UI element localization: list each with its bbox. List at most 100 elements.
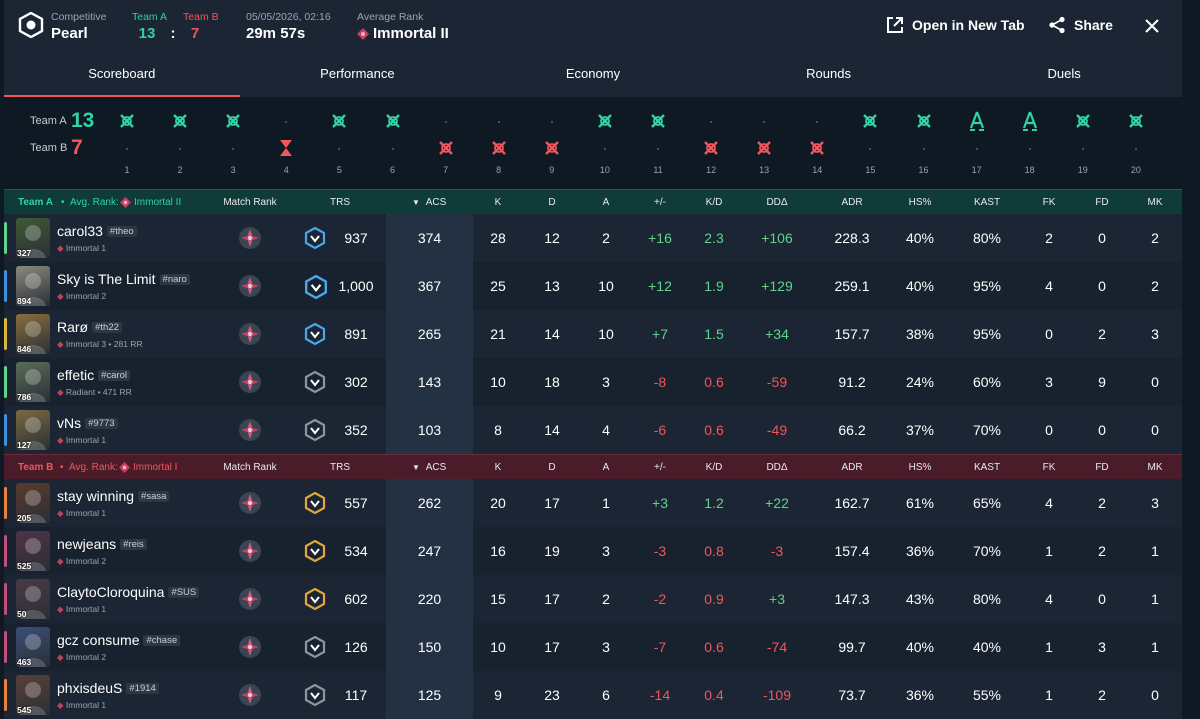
round-20-result-icon[interactable] [1126, 111, 1146, 131]
col-match-rank[interactable]: Match Rank [223, 461, 277, 473]
col-adr[interactable]: ADR [841, 196, 863, 208]
round-4-result-icon[interactable] [276, 138, 296, 158]
player-name-line[interactable]: effetic #carol [57, 367, 130, 383]
player-name[interactable]: ClaytoCloroquina [57, 584, 165, 600]
player-name[interactable]: Sky is The Limit [57, 271, 156, 287]
round-3-result-icon[interactable] [223, 111, 243, 131]
tab-economy[interactable]: Economy [565, 66, 621, 81]
col-match-rank[interactable]: Match Rank [223, 196, 277, 208]
agent-avatar[interactable] [16, 483, 50, 523]
match-rank-icon[interactable] [238, 226, 262, 250]
player-row[interactable]: 846 Rarø #th22 ◆ Immortal 3 • 281 RR 891 265 2… [4, 310, 1182, 358]
player-row[interactable]: 205 stay winning #sasa ◆ Immortal 1 557 262 20… [4, 479, 1182, 527]
match-rank-icon[interactable] [238, 683, 262, 707]
round-17-result-icon[interactable] [967, 111, 987, 131]
round-13-result-icon[interactable] [754, 138, 774, 158]
agent-avatar[interactable] [16, 579, 50, 619]
col-fk[interactable]: FK [1042, 196, 1056, 208]
tab-scoreboard[interactable]: Scoreboard [4, 50, 240, 97]
player-row[interactable]: 525 newjeans #reis ◆ Immortal 2 534 247 16 19 3 -… [4, 527, 1182, 575]
round-8-result-icon[interactable] [489, 138, 509, 158]
col-hs[interactable]: HS% [908, 461, 932, 473]
col-kd[interactable]: K/D [705, 461, 723, 473]
round-9-result-icon[interactable] [542, 138, 562, 158]
player-row[interactable]: 786 effetic #carol ◆ Radiant • 471 RR 302 143… [4, 358, 1182, 406]
round-12-result-icon[interactable] [701, 138, 721, 158]
col-fk[interactable]: FK [1042, 461, 1056, 473]
col-d[interactable]: D [548, 461, 556, 473]
player-name-line[interactable]: carol33 #theo [57, 223, 137, 239]
player-name[interactable]: carol33 [57, 223, 103, 239]
agent-avatar[interactable] [16, 266, 50, 306]
player-name[interactable]: phxisdeuS [57, 680, 123, 696]
player-row[interactable]: 127 vNs #9773 ◆ Immortal 1 352 103 8 14 4 -6 0.6 -4… [4, 406, 1182, 454]
player-name-line[interactable]: vNs #9773 [57, 415, 118, 431]
tab-duels[interactable]: Duels [1047, 66, 1081, 81]
col-kast[interactable]: KAST [973, 196, 1001, 208]
round-16-result-icon[interactable] [914, 111, 934, 131]
share-button[interactable]: Share [1048, 16, 1113, 34]
col-dd[interactable]: DDΔ [766, 196, 788, 208]
player-name-line[interactable]: stay winning #sasa [57, 488, 170, 504]
round-11-result-icon[interactable] [648, 111, 668, 131]
match-rank-icon[interactable] [238, 370, 262, 394]
agent-avatar[interactable] [16, 218, 50, 258]
round-5-result-icon[interactable] [329, 111, 349, 131]
round-2-result-icon[interactable] [170, 111, 190, 131]
agent-avatar[interactable] [16, 675, 50, 715]
match-rank-icon[interactable] [238, 539, 262, 563]
col-pm[interactable]: +/- [654, 196, 666, 208]
col-d[interactable]: D [548, 196, 556, 208]
col-acs[interactable]: ACS [425, 196, 447, 208]
col-hs[interactable]: HS% [908, 196, 932, 208]
player-name-line[interactable]: gcz consume #chase [57, 632, 181, 648]
open-new-tab-button[interactable]: Open in New Tab [886, 16, 1025, 34]
agent-avatar[interactable] [16, 362, 50, 402]
match-rank-icon[interactable] [238, 635, 262, 659]
round-14-result-icon[interactable] [807, 138, 827, 158]
player-name[interactable]: Rarø [57, 319, 89, 335]
player-row[interactable]: 327 carol33 #theo ◆ Immortal 1 937 374 28 12 2 +1… [4, 214, 1182, 262]
col-mk[interactable]: MK [1147, 196, 1163, 208]
col-kd[interactable]: K/D [705, 196, 723, 208]
player-name-line[interactable]: Sky is The Limit #naro [57, 271, 190, 287]
player-row[interactable]: 50 ClaytoCloroquina #SUS ◆ Immortal 1 602 220… [4, 575, 1182, 623]
round-10-result-icon[interactable] [595, 111, 615, 131]
match-rank-icon[interactable] [238, 491, 262, 515]
agent-avatar[interactable] [16, 314, 50, 354]
round-1-result-icon[interactable] [117, 111, 137, 131]
col-a[interactable]: A [602, 461, 610, 473]
round-15-result-icon[interactable] [860, 111, 880, 131]
col-a[interactable]: A [602, 196, 610, 208]
col-acs[interactable]: ACS [425, 461, 447, 473]
col-fd[interactable]: FD [1095, 461, 1109, 473]
col-fd[interactable]: FD [1095, 196, 1109, 208]
player-name[interactable]: effetic [57, 367, 95, 383]
player-name-line[interactable]: newjeans #reis [57, 536, 147, 552]
match-rank-icon[interactable] [238, 587, 262, 611]
round-19-result-icon[interactable] [1073, 111, 1093, 131]
round-7-result-icon[interactable] [436, 138, 456, 158]
tab-performance[interactable]: Performance [320, 66, 395, 81]
col-trs[interactable]: TRS [330, 196, 350, 208]
player-name-line[interactable]: ClaytoCloroquina #SUS [57, 584, 200, 600]
match-rank-icon[interactable] [238, 418, 262, 442]
col-mk[interactable]: MK [1147, 461, 1163, 473]
col-adr[interactable]: ADR [841, 461, 863, 473]
match-rank-icon[interactable] [238, 274, 262, 298]
col-k[interactable]: K [494, 196, 502, 208]
player-name-line[interactable]: phxisdeuS #1914 [57, 680, 159, 696]
player-name[interactable]: newjeans [57, 536, 117, 552]
col-trs[interactable]: TRS [330, 461, 350, 473]
match-rank-icon[interactable] [238, 322, 262, 346]
player-name-line[interactable]: Rarø #th22 [57, 319, 122, 335]
tab-rounds[interactable]: Rounds [806, 66, 851, 81]
round-18-result-icon[interactable] [1020, 111, 1040, 131]
col-k[interactable]: K [494, 461, 502, 473]
agent-avatar[interactable] [16, 410, 50, 450]
player-name[interactable]: gcz consume [57, 632, 140, 648]
col-dd[interactable]: DDΔ [766, 461, 788, 473]
agent-avatar[interactable] [16, 531, 50, 571]
player-row[interactable]: 463 gcz consume #chase ◆ Immortal 2 126 150 10… [4, 623, 1182, 671]
col-kast[interactable]: KAST [973, 461, 1001, 473]
